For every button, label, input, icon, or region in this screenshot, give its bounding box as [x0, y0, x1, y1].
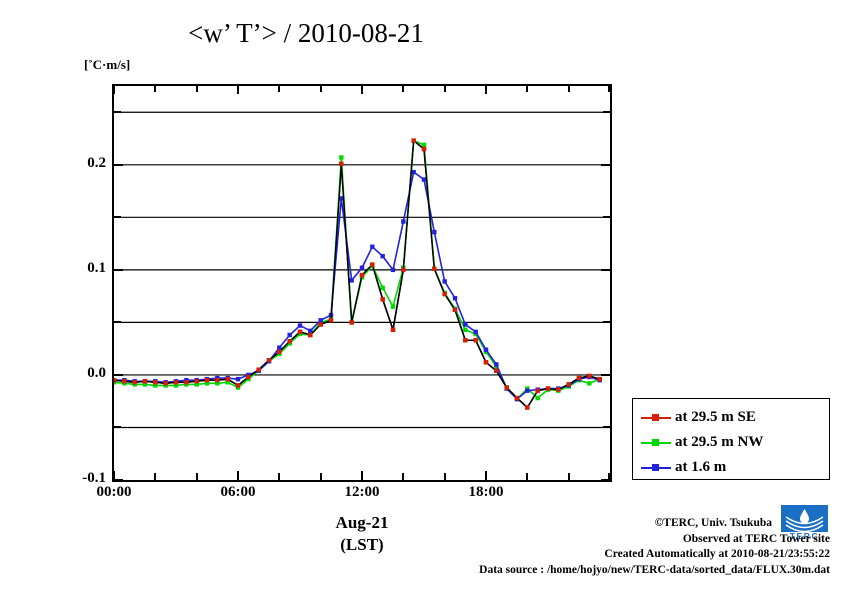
page-title: <w’ T’> / 2010-08-21	[188, 18, 424, 48]
footer-observed-at: Observed at TERC Tower site	[682, 532, 830, 545]
tick-mark	[608, 473, 610, 480]
tick-mark	[114, 216, 121, 219]
tick-mark	[603, 216, 610, 219]
tick-mark	[361, 86, 363, 94]
tick-mark	[278, 473, 281, 480]
tick-mark	[567, 86, 570, 92]
footer-data-source: Data source : /home/hojyo/new/TERC-data/…	[479, 563, 830, 576]
footer-created-at: Created Automatically at 2010-08-21/23:5…	[604, 548, 830, 560]
legend-marker-icon-2	[641, 462, 671, 474]
tick-mark	[601, 373, 610, 376]
legend-item-0[interactable]: at 29.5 m SE	[641, 405, 829, 430]
x-axis-title-line2: (LST)	[340, 535, 384, 554]
tick-mark	[114, 268, 123, 271]
footer-credits: ©TERC, Univ. Tsukuba Observed at TERC To…	[479, 516, 830, 578]
plot-area	[112, 84, 612, 482]
tick-mark	[567, 473, 570, 480]
legend-label-2: at 1.6 m	[675, 459, 727, 475]
tick-mark	[443, 473, 446, 480]
y-axis-tick-label: -0.1	[82, 470, 106, 486]
tick-mark	[485, 86, 487, 94]
y-axis-tick-label: 0.1	[87, 259, 106, 276]
tick-mark	[114, 479, 123, 481]
tick-mark	[601, 479, 610, 481]
legend: at 29.5 m SE at 29.5 m NW at 1.6 m	[632, 398, 830, 480]
legend-item-2[interactable]: at 1.6 m	[641, 455, 829, 480]
tick-mark	[526, 473, 529, 480]
tick-mark	[113, 86, 115, 94]
tick-mark	[114, 426, 121, 429]
y-axis-tick-label: 0.2	[87, 154, 106, 171]
tick-mark	[319, 473, 322, 480]
tick-mark	[601, 268, 610, 271]
tick-mark	[601, 163, 610, 166]
plot-svg	[114, 111, 610, 429]
tick-mark	[443, 86, 446, 92]
tick-mark	[114, 111, 121, 114]
tick-mark	[195, 473, 198, 480]
x-axis-title-line1: Aug-21	[335, 513, 389, 532]
tick-mark	[402, 473, 405, 480]
tick-mark	[603, 111, 610, 114]
y-axis-tick-label: 0.0	[87, 364, 106, 381]
x-axis-tick-label: 06:00	[220, 484, 256, 500]
svg-text:TERC: TERC	[790, 531, 820, 540]
tick-mark	[402, 86, 405, 92]
tick-mark	[319, 86, 322, 92]
legend-marker-icon-0	[641, 412, 671, 424]
tick-mark	[603, 321, 610, 324]
series-0	[114, 138, 602, 410]
tick-mark	[237, 86, 239, 94]
tick-mark	[195, 86, 198, 92]
legend-label-1: at 29.5 m NW	[675, 434, 764, 450]
x-axis-tick-label: 18:00	[468, 484, 504, 500]
tick-mark	[114, 163, 123, 166]
tick-mark	[237, 471, 239, 480]
y-axis-unit-label: [˚C·m/s]	[84, 57, 131, 72]
tick-mark	[485, 471, 487, 480]
x-axis-tick-label: 12:00	[344, 484, 380, 500]
footer-copyright: ©TERC, Univ. Tsukuba	[654, 517, 772, 529]
tick-mark	[608, 86, 610, 92]
tick-mark	[114, 321, 121, 324]
tick-mark	[278, 86, 281, 92]
tick-mark	[361, 471, 363, 480]
tick-mark	[114, 373, 123, 376]
x-axis-title: Aug-21 (LST)	[292, 512, 432, 556]
tick-mark	[113, 471, 115, 480]
terc-logo-icon: TERC	[781, 505, 828, 541]
legend-label-0: at 29.5 m SE	[675, 409, 756, 425]
series-2	[114, 169, 602, 402]
legend-marker-icon-1	[641, 437, 671, 449]
tick-mark	[154, 86, 157, 92]
tick-mark	[603, 426, 610, 429]
legend-item-1[interactable]: at 29.5 m NW	[641, 430, 829, 455]
tick-mark	[154, 473, 157, 480]
tick-mark	[526, 86, 529, 92]
x-axis-tick-label: 00:00	[96, 484, 132, 500]
